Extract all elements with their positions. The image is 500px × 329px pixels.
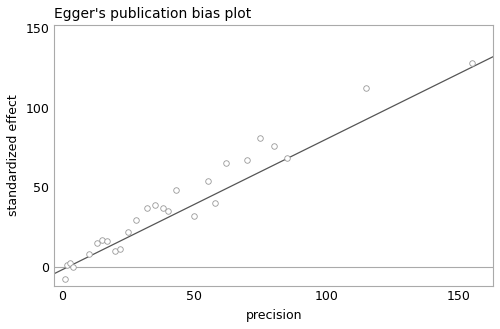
Point — [270, 143, 278, 148]
Point — [132, 218, 140, 223]
Point — [84, 251, 92, 257]
Point — [61, 277, 69, 282]
Y-axis label: standardized effect: standardized effect — [7, 94, 20, 216]
Point — [92, 240, 100, 245]
X-axis label: precision: precision — [246, 309, 302, 322]
Point — [150, 202, 158, 207]
Point — [116, 246, 124, 252]
Point — [283, 156, 291, 161]
Point — [222, 161, 230, 166]
Point — [111, 248, 119, 253]
Point — [68, 264, 76, 269]
Point — [190, 213, 198, 218]
Point — [212, 200, 220, 206]
Point — [66, 261, 74, 266]
Point — [158, 205, 166, 210]
Point — [204, 178, 212, 183]
Text: Egger's publication bias plot: Egger's publication bias plot — [54, 7, 252, 21]
Point — [143, 205, 151, 210]
Point — [468, 61, 476, 66]
Point — [172, 188, 180, 193]
Point — [164, 208, 172, 214]
Point — [98, 237, 106, 242]
Point — [256, 135, 264, 140]
Point — [124, 229, 132, 234]
Point — [243, 157, 251, 163]
Point — [362, 86, 370, 91]
Point — [103, 239, 111, 244]
Point — [64, 262, 72, 267]
